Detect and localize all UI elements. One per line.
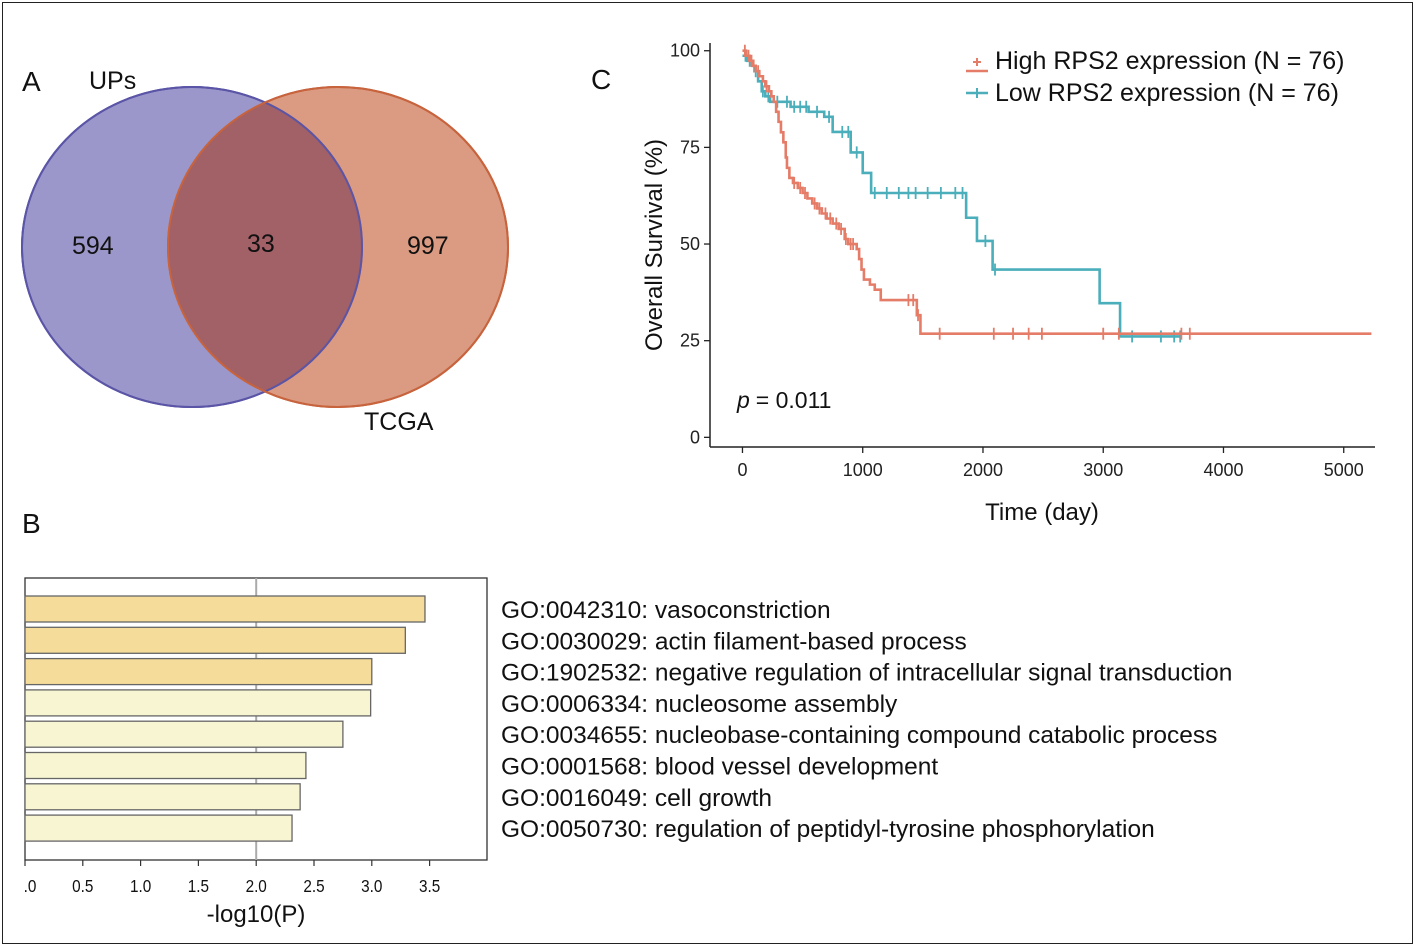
go-x-tick-label: 1.0 [130,876,151,896]
p-value-symbol: p [736,387,750,413]
km-x-tick-label: 2000 [963,460,1003,480]
p-value-text: = 0.011 [756,387,832,413]
go-bar [24,626,406,654]
legend-label-high: High RPS2 expression (N = 76) [995,47,1344,75]
survival-panel: C 0 25 50 75 100 0 1000 2000 3000 4000 5000 Overa… [591,41,1375,526]
venn-label-tcga: TCGA [364,408,434,436]
go-enrichment-panel: B .0 0.5 1.0 1.5 2.0 2.5 3.0 3.5 -log10(P) GO:0… [22,508,1232,928]
km-legend: High RPS2 expression (N = 76) Low RPS2 e… [966,47,1344,107]
go-x-tick-label: 0.5 [72,876,93,896]
go-bar [24,720,344,748]
km-x-axis-title: Time (day) [985,499,1099,526]
go-bar [24,783,301,811]
panel-letter-c: C [591,64,611,95]
go-term-label: GO:0001568: blood vessel development [501,754,938,781]
km-x-tick-label: 3000 [1083,460,1123,480]
venn-count-tcga-only: 997 [407,232,449,260]
go-x-tick-label: 1.5 [188,876,209,896]
go-term-label: GO:0030029: actin filament-based process [501,628,967,655]
venn-count-overlap: 33 [247,230,275,258]
km-y-tick-label: 25 [680,331,700,351]
go-bar [24,814,293,842]
go-bar [24,689,372,717]
venn-label-ups: UPs [89,67,136,95]
km-y-axis-title: Overall Survival (%) [641,139,668,351]
go-bars [24,595,426,842]
km-y-tick-label: 75 [680,137,700,157]
panel-letter-a: A [22,66,41,97]
go-x-tick-label: 2.0 [246,876,267,896]
go-x-tick-label: 2.5 [303,876,324,896]
go-term-label: GO:1902532: negative regulation of intra… [501,660,1232,687]
go-term-label: GO:0016049: cell growth [501,785,772,812]
km-y-tick-label: 50 [680,234,700,254]
legend-label-low: Low RPS2 expression (N = 76) [995,79,1339,107]
go-term-label: GO:0006334: nucleosome assembly [501,691,898,718]
km-x-tick-label: 1000 [843,460,883,480]
km-curves [742,44,1372,343]
km-x-tick-label: 0 [737,460,747,480]
go-x-tick-label: .0 [24,876,37,896]
go-term-labels: GO:0042310: vasoconstriction GO:0030029: … [501,597,1232,843]
panel-letter-b: B [22,508,41,539]
go-x-axis-title: -log10(P) [207,901,306,928]
venn-outline-tcga [167,86,509,408]
km-x-ticks: 0 1000 2000 3000 4000 5000 [737,447,1364,480]
venn-overlap-region [168,87,362,407]
go-bar [24,751,307,780]
go-term-label: GO:0034655: nucleobase-containing compou… [501,722,1217,749]
go-bar [24,657,373,686]
km-y-tick-label: 100 [670,41,700,61]
go-bar [24,595,426,623]
go-x-tick-label: 3.5 [419,876,440,896]
go-term-label: GO:0042310: vasoconstriction [501,597,831,624]
km-x-tick-label: 5000 [1324,460,1364,480]
venn-panel: A UPs TCGA 594 33 997 [21,66,509,436]
go-x-ticks: .0 0.5 1.0 1.5 2.0 2.5 3.0 3.5 [24,860,440,896]
km-x-tick-label: 4000 [1203,460,1243,480]
venn-outline-ups [21,86,363,408]
km-y-tick-label: 0 [690,427,700,447]
go-x-tick-label: 3.0 [361,876,382,896]
venn-count-ups-only: 594 [72,232,114,260]
km-y-ticks: 0 25 50 75 100 [670,41,710,447]
p-value-label: p = 0.011 [736,387,831,413]
go-term-label: GO:0050730: regulation of peptidyl-tyros… [501,816,1155,843]
